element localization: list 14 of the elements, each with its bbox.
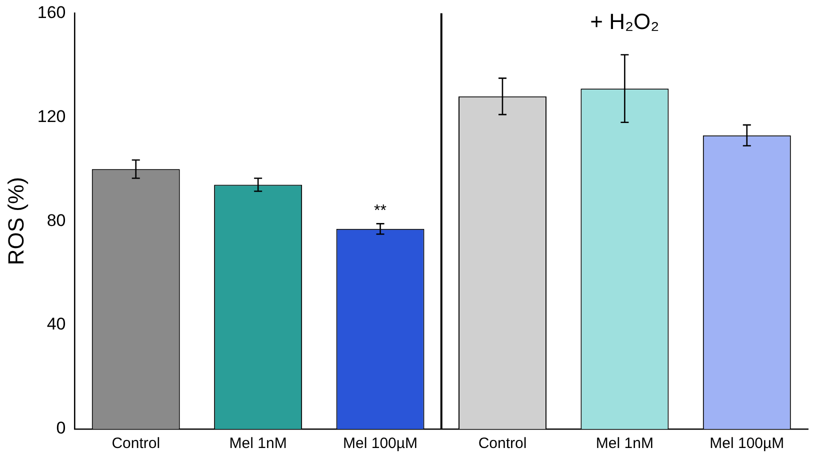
annotation: + H₂O₂ <box>590 9 660 36</box>
y-tick-label: 160 <box>37 2 66 22</box>
y-tick-label: 120 <box>37 106 66 126</box>
x-tick-label: Control <box>478 435 527 452</box>
y-tick-label: 80 <box>46 210 66 230</box>
annotation: ** <box>374 202 387 220</box>
x-tick-label: Mel 100µM <box>343 435 418 452</box>
x-tick-label: Mel 100µM <box>710 435 784 452</box>
y-tick-label: 0 <box>56 418 66 438</box>
x-tick-label: Mel 1nM <box>229 435 287 452</box>
x-tick-label: Mel 1nM <box>596 435 654 452</box>
y-tick-label: 40 <box>46 314 66 334</box>
y-axis-title: ROS (%) <box>3 177 28 266</box>
x-tick-label: Control <box>112 435 160 452</box>
